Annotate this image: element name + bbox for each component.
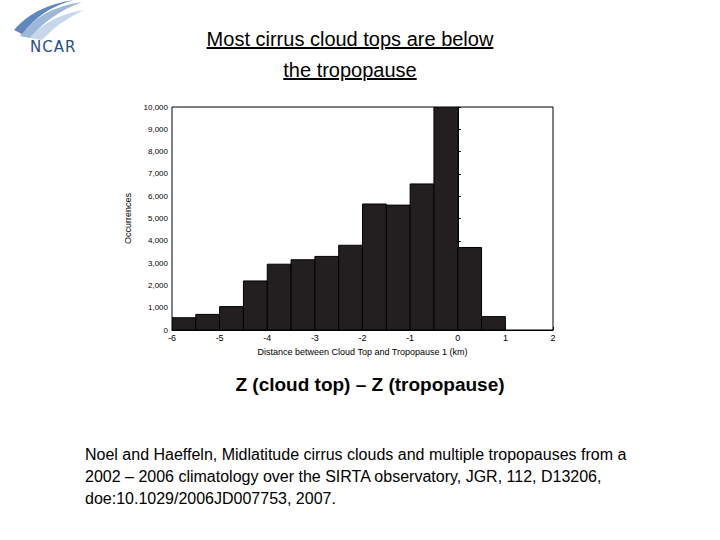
html-text:NCAR: NCAR	[30, 38, 77, 56]
svg-text:-3: -3	[311, 333, 319, 343]
svg-text:0: 0	[163, 325, 168, 335]
svg-text:7,000: 7,000	[148, 169, 169, 178]
svg-text:1: 1	[503, 333, 508, 343]
html-text:Noel and Haeffeln, Midlatitude: Noel and Haeffeln, Midlatitude cirrus cl…	[85, 446, 627, 507]
svg-text:-4: -4	[263, 333, 271, 343]
svg-text:2,000: 2,000	[148, 281, 169, 290]
svg-text:-6: -6	[168, 333, 176, 343]
svg-text:8,000: 8,000	[148, 147, 169, 156]
svg-text:10,000: 10,000	[144, 103, 169, 112]
html-text:Z (cloud top) – Z (tropopause): Z (cloud top) – Z (tropopause)	[235, 374, 505, 395]
svg-text:Occurrences: Occurrences	[123, 192, 133, 244]
svg-text:-2: -2	[358, 333, 366, 343]
svg-text:4,000: 4,000	[148, 236, 169, 245]
svg-text:2: 2	[550, 333, 555, 343]
html-text:Most cirrus cloud tops are bel: Most cirrus cloud tops are below the tro…	[206, 28, 494, 81]
svg-text:-1: -1	[406, 333, 414, 343]
svg-text:-5: -5	[216, 333, 224, 343]
svg-text:Distance between Cloud Top and: Distance between Cloud Top and Tropopaus…	[258, 347, 468, 357]
svg-text:0: 0	[455, 333, 460, 343]
svg-text:1,000: 1,000	[148, 303, 169, 312]
svg-text:6,000: 6,000	[148, 192, 169, 201]
svg-text:5,000: 5,000	[148, 214, 169, 223]
svg-text:3,000: 3,000	[148, 259, 169, 268]
svg-text:9,000: 9,000	[148, 125, 169, 134]
